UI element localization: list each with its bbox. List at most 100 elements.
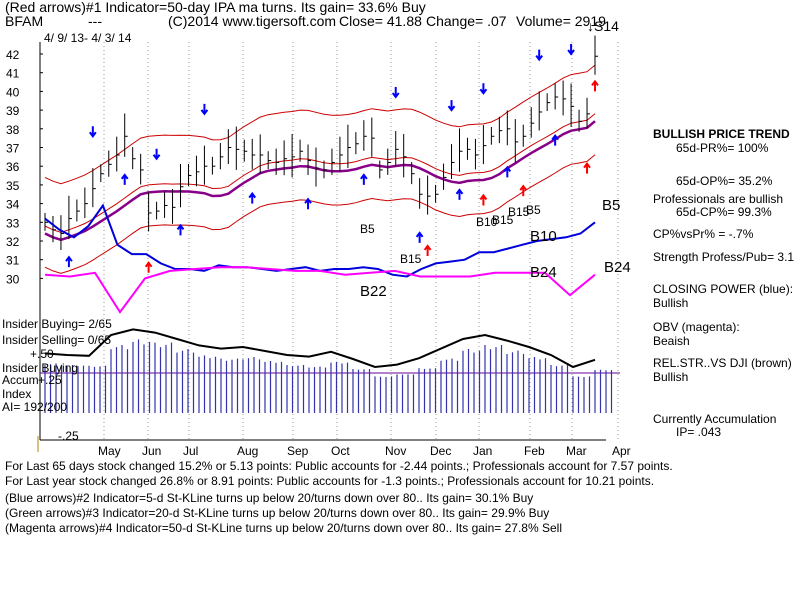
pros-text: Professionals are bullish bbox=[653, 192, 783, 206]
y-tick-label: 41 bbox=[6, 67, 20, 81]
x-month-label: Jun bbox=[142, 444, 161, 458]
dashes: --- bbox=[88, 13, 102, 29]
accum-label: Accum bbox=[2, 373, 39, 387]
insider-buying: Insider Buying= 2/65 bbox=[2, 317, 112, 331]
x-month-label: Apr bbox=[612, 444, 631, 458]
plus-25: +.25 bbox=[38, 373, 62, 387]
signal-label: B5 bbox=[602, 197, 620, 214]
y-tick-label: 40 bbox=[6, 85, 20, 99]
signal-label: B5 bbox=[526, 203, 541, 217]
insider-selling: Insider Selling= 0/65 bbox=[2, 333, 111, 347]
upper-band-line bbox=[44, 64, 596, 185]
op-value: 65d-OP%= 35.2% bbox=[676, 174, 773, 188]
buy-arrow bbox=[120, 173, 129, 185]
indicator-lines bbox=[44, 203, 596, 314]
footer-line5: (Magenta arrows)#4 Indicator=50-d St-KLi… bbox=[5, 521, 562, 535]
bollinger-bands bbox=[44, 64, 596, 274]
short-ma-line bbox=[44, 113, 596, 233]
obv-state: Beaish bbox=[653, 334, 690, 348]
x-month-label: Mar bbox=[566, 444, 587, 458]
signal-label: B22 bbox=[360, 283, 387, 300]
closing-power-label: CLOSING POWER (blue): bbox=[653, 282, 793, 296]
change-readout: Change= .07 bbox=[426, 13, 507, 29]
obv-line bbox=[44, 266, 596, 314]
y-tick-label: 38 bbox=[6, 123, 20, 137]
relstr-state: Bullish bbox=[653, 370, 688, 384]
sell-arrow bbox=[391, 87, 400, 99]
buy-arrow bbox=[551, 133, 559, 146]
y-tick-label: 36 bbox=[6, 160, 20, 174]
sell-arrow bbox=[89, 126, 97, 138]
buy-arrow bbox=[360, 173, 368, 185]
y-tick-label: 37 bbox=[6, 142, 20, 156]
trend-title: BULLISH PRICE TREND bbox=[653, 127, 790, 141]
cpvspr-value: CP%vsPr% = -.7% bbox=[653, 227, 754, 241]
y-tick-label: 30 bbox=[6, 272, 20, 286]
footer-line3: (Blue arrows)#2 Indicator=5-d St-KLine t… bbox=[5, 491, 533, 505]
date-range: 4/ 9/ 13- 4/ 3/ 14 bbox=[44, 31, 132, 45]
ip-value: IP= .043 bbox=[676, 425, 721, 439]
y-tick-label: 31 bbox=[6, 254, 20, 268]
cp-value: 65d-CP%= 99.3% bbox=[676, 205, 772, 219]
pr-value: 65d-PR%= 100% bbox=[676, 141, 769, 155]
buy-arrow bbox=[455, 188, 464, 200]
top-signal: ↓S14 bbox=[587, 18, 619, 34]
y-tick-label: 34 bbox=[6, 198, 20, 212]
lower-band-line bbox=[44, 154, 596, 274]
y-tick-label: 35 bbox=[6, 179, 20, 193]
rel-strength-line bbox=[44, 328, 596, 369]
buy-arrow bbox=[65, 255, 73, 268]
signal-label: B10 bbox=[530, 228, 557, 245]
footer-line1: For Last 65 days stock changed 15.2% or … bbox=[5, 459, 673, 473]
relstr-label: REL.STR..VS DJI (brown) bbox=[653, 356, 792, 370]
signal-label: B15 bbox=[492, 213, 514, 227]
volume-readout: Volume= 2919 bbox=[516, 13, 606, 29]
minus-25: -.25 bbox=[58, 429, 79, 443]
insider-buying-2: Insider Buying bbox=[2, 361, 78, 375]
red-buy-arrow bbox=[519, 184, 528, 197]
signal-label: B10 bbox=[476, 215, 498, 229]
buy-arrow bbox=[176, 223, 185, 236]
sell-arrow bbox=[152, 148, 161, 161]
signal-label: B5 bbox=[360, 222, 375, 236]
y-tick-label: 33 bbox=[6, 216, 20, 230]
obv-label: OBV (magenta): bbox=[653, 320, 740, 334]
red-buy-arrow bbox=[583, 162, 591, 174]
ai-label: AI= 192/200 bbox=[2, 400, 67, 414]
x-month-label: Jan bbox=[473, 444, 492, 458]
x-month-label: Sep bbox=[287, 444, 309, 458]
sell-arrow bbox=[479, 83, 488, 95]
buy-arrow bbox=[503, 165, 512, 178]
x-month-label: Jul bbox=[183, 444, 198, 458]
accum-state: Currently Accumulation bbox=[653, 412, 776, 426]
strength-value: Strength Profess/Pub= 3.1 bbox=[653, 250, 794, 264]
accumulation-histogram bbox=[44, 328, 613, 413]
sell-arrow bbox=[200, 103, 209, 116]
price-bars bbox=[44, 35, 598, 251]
signal-label: B15 bbox=[400, 252, 422, 266]
y-tick-label: 32 bbox=[6, 235, 20, 249]
closing-power-state: Bullish bbox=[653, 296, 688, 310]
close-readout: Close= 41.88 bbox=[339, 13, 422, 29]
red-buy-arrow bbox=[479, 193, 488, 206]
ma-50-line bbox=[44, 120, 596, 242]
footer-line4: (Green arrows)#3 Indicator=20-d St-KLine… bbox=[5, 506, 549, 520]
plus-50: +.50 bbox=[30, 347, 54, 361]
grid bbox=[37, 42, 620, 452]
sell-arrow bbox=[567, 44, 575, 56]
buy-arrow bbox=[248, 191, 257, 204]
symbol: BFAM bbox=[5, 13, 43, 29]
y-axis-ticks: 42 41 40 39 38 37 36 35 34 33 32 31 30 bbox=[6, 48, 43, 286]
red-buy-arrow bbox=[144, 261, 153, 273]
red-buy-arrow bbox=[591, 79, 599, 92]
x-month-label: May bbox=[98, 444, 121, 458]
signal-label: B24 bbox=[604, 259, 631, 276]
x-month-label: Dec bbox=[430, 444, 451, 458]
signal-label: B24 bbox=[530, 264, 557, 281]
x-month-label: Feb bbox=[524, 444, 545, 458]
buy-arrow bbox=[304, 197, 312, 210]
x-month-label: Oct bbox=[331, 444, 350, 458]
